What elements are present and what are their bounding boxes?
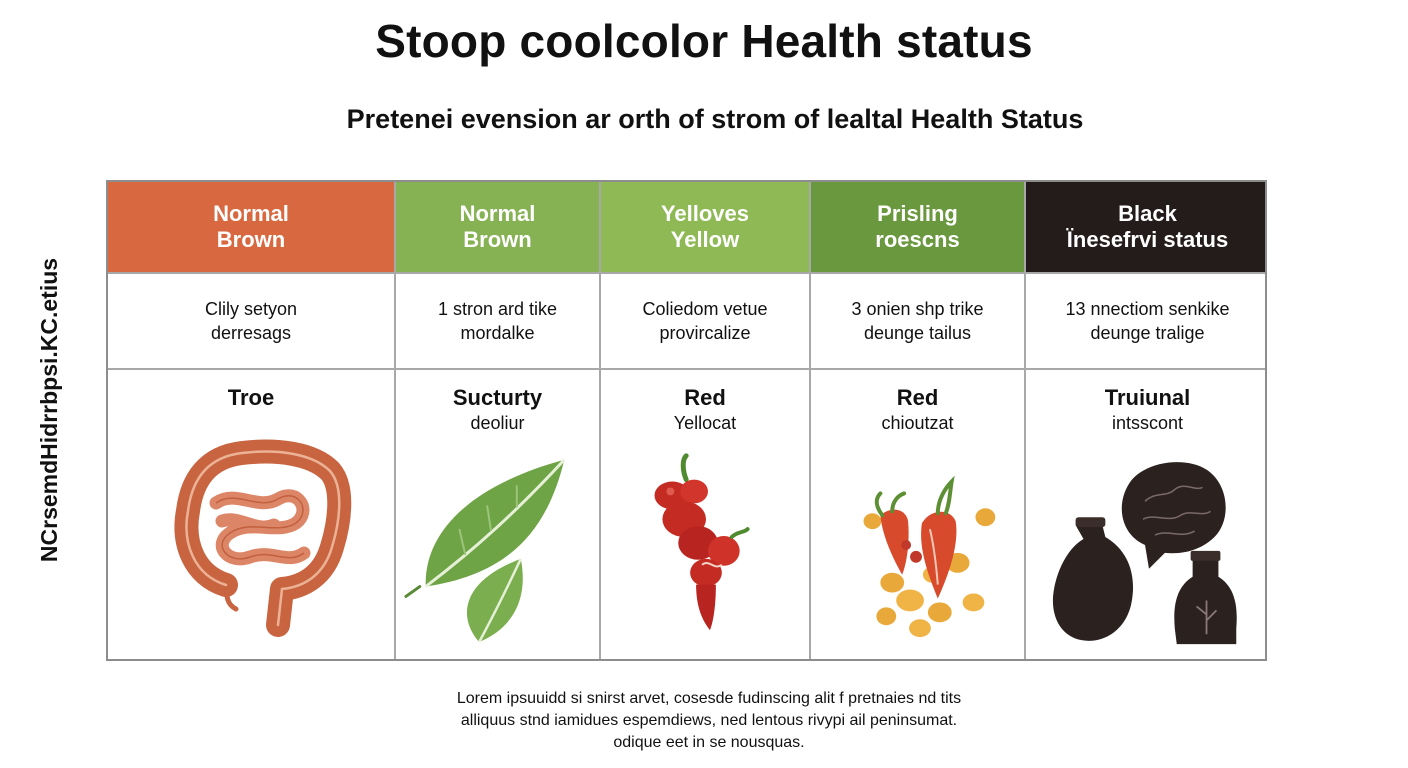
side-axis-label: NCrsemdHidrrbpsi.KC.etius: [36, 257, 62, 563]
header-line: Black: [1118, 201, 1177, 226]
category-title: Troe: [227, 385, 275, 410]
category-title: Sucturty: [452, 385, 543, 410]
description-line: provircalize: [659, 323, 751, 343]
leaf-icon: [404, 458, 566, 643]
header-line: Brown: [463, 227, 532, 252]
column-body-4: Red chioutzat: [811, 370, 1024, 659]
category-title: Red: [896, 385, 939, 410]
header-line: Brown: [216, 227, 286, 252]
description-line: deunge tralige: [1090, 323, 1205, 343]
footer-text: Lorem ipsuuidd si snirst arvet, cosesde …: [0, 688, 1408, 754]
footer-line: odique eet in se nousquas.: [613, 734, 805, 751]
status-column-5: Black Ïnesefrvi status 13 nnectiom senki…: [1024, 182, 1265, 659]
header-line: Yellow: [670, 227, 740, 252]
category-subtitle: Yellocat: [673, 413, 737, 433]
category-subtitle: deoliur: [470, 413, 525, 433]
status-column-3: Yelloves Yellow Coliedom vetue provircal…: [599, 182, 809, 659]
red-pepper-icon: [654, 453, 750, 631]
column-description-5: 13 nnectiom senkike deunge tralige: [1026, 274, 1265, 370]
dark-jars-icon: [1052, 462, 1237, 645]
column-header-5: Black Ïnesefrvi status: [1026, 182, 1265, 274]
header-line: Yelloves: [660, 201, 750, 226]
column-description-4: 3 onien shp trike deunge tailus: [811, 274, 1024, 370]
description-line: Clily setyon: [204, 299, 298, 319]
category-title: Truiunal: [1104, 385, 1191, 410]
description-line: Coliedom vetue: [642, 299, 768, 319]
status-column-4: Prisling roescns 3 onien shp trike deung…: [809, 182, 1024, 659]
footer-line: Lorem ipsuuidd si snirst arvet, cosesde …: [456, 690, 962, 707]
column-description-1: Clily setyon derresags: [108, 274, 394, 370]
column-body-3: Red Yellocat: [601, 370, 809, 659]
status-column-1: Normal Brown Clily setyon derresags Troe: [108, 182, 394, 659]
status-column-2: Normal Brown 1 stron ard tike mordalke S…: [394, 182, 599, 659]
category-subtitle: chioutzat: [881, 413, 954, 433]
description-line: deunge tailus: [863, 323, 972, 343]
header-line: Normal: [213, 201, 289, 226]
header-line: Normal: [459, 201, 536, 226]
category-subtitle: intsscont: [1111, 413, 1184, 433]
column-body-2: Sucturty deoliur: [396, 370, 599, 659]
description-line: 13 nnectiom senkike: [1065, 299, 1230, 319]
header-line: Prisling: [877, 201, 958, 226]
category-title: Red: [684, 385, 726, 410]
column-header-1: Normal Brown: [108, 182, 394, 274]
health-status-table: Normal Brown Clily setyon derresags Troe…: [106, 180, 1267, 661]
column-description-2: 1 stron ard tike mordalke: [396, 274, 599, 370]
column-header-3: Yelloves Yellow: [601, 182, 809, 274]
column-header-4: Prisling roescns: [811, 182, 1024, 274]
vegetables-icon: [863, 475, 996, 638]
header-line: roescns: [875, 227, 960, 252]
header-line: Ïnesefrvi status: [1066, 227, 1229, 252]
page-title: Stoop coolcolor Health status: [375, 15, 1033, 67]
description-line: mordalke: [460, 323, 535, 343]
intestine-icon: [174, 439, 352, 637]
column-body-1: Troe: [108, 370, 394, 659]
column-description-3: Coliedom vetue provircalize: [601, 274, 809, 370]
description-line: derresags: [210, 323, 292, 343]
footer-line: alliquus stnd iamidues espemdiews, ned l…: [460, 712, 958, 729]
description-line: 1 stron ard tike: [437, 299, 558, 319]
column-body-5: Truiunal intsscont: [1026, 370, 1265, 659]
page-subtitle: Pretenei evension ar orth of strom of le…: [346, 104, 1084, 134]
description-line: 3 onien shp trike: [851, 299, 984, 319]
column-header-2: Normal Brown: [396, 182, 599, 274]
